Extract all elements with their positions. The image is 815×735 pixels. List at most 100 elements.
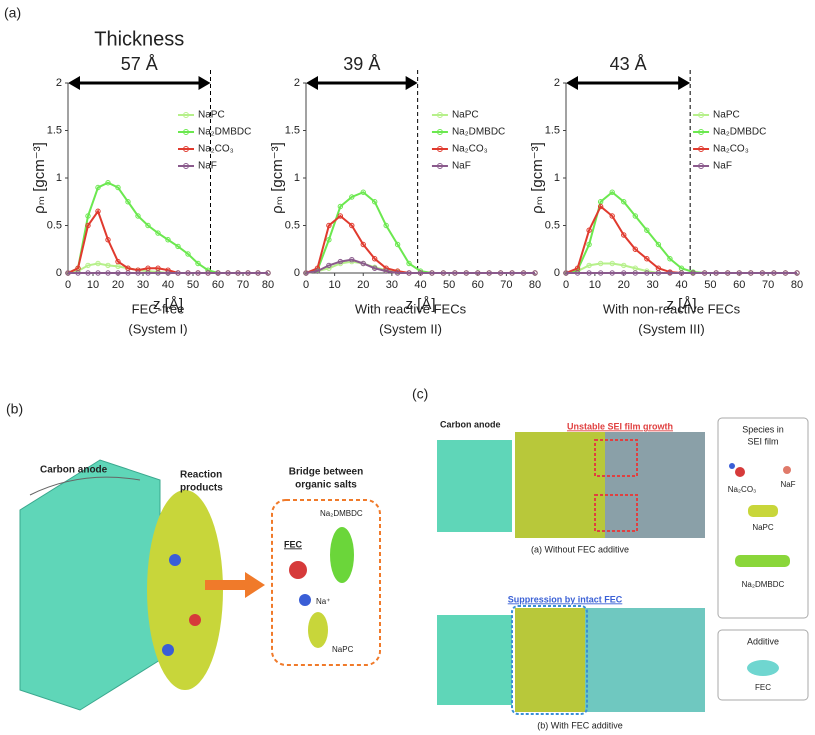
x-tick-label: 70: [237, 279, 249, 291]
point: [75, 270, 81, 276]
carbon-anode-block: [19, 459, 161, 711]
point: [497, 270, 504, 276]
legend-marker: [183, 146, 189, 152]
legend-marker: [436, 129, 443, 135]
icon: [783, 466, 791, 474]
caption: (System III): [638, 321, 704, 336]
label: organic salts: [295, 480, 357, 491]
panel-label: (b): [6, 401, 23, 417]
point: [245, 270, 251, 276]
legend-marker: [183, 112, 189, 118]
point: [586, 227, 592, 233]
point: [185, 270, 191, 276]
point: [125, 199, 131, 205]
icon: [735, 467, 745, 477]
label: (b) With FEC additive: [537, 720, 623, 730]
y-tick-label: 2: [56, 77, 62, 89]
point: [429, 270, 435, 276]
y-tick-label: 1.5: [285, 124, 300, 136]
point: [105, 262, 111, 269]
point: [609, 270, 615, 276]
label: SEI film: [747, 436, 778, 446]
point: [759, 270, 766, 276]
y-tick-label: 2: [554, 77, 560, 89]
x-tick-label: 30: [386, 279, 398, 291]
x-tick-label: 40: [675, 279, 687, 291]
point: [145, 222, 151, 229]
point: [235, 270, 241, 276]
x-axis-label: z [Å]: [153, 296, 183, 313]
bridge-box: [271, 499, 381, 666]
legend-label: Na₂DMBDC: [198, 127, 251, 138]
point: [303, 270, 309, 276]
point: [406, 260, 412, 267]
label: Species in: [742, 424, 784, 434]
point: [701, 270, 708, 276]
point: [349, 194, 355, 200]
legend-marker: [436, 146, 443, 152]
label: NaF: [780, 480, 795, 489]
point: [326, 237, 332, 243]
legend-marker: [183, 163, 189, 169]
annotation: 57 Å: [121, 54, 158, 74]
x-tick-label: 40: [162, 279, 174, 291]
point: [667, 256, 673, 262]
x-tick-label: 50: [187, 279, 199, 291]
point: [383, 268, 389, 274]
highlight: [594, 439, 638, 477]
point: [115, 184, 121, 191]
y-tick-label: 0.5: [47, 219, 62, 231]
legend-box: [717, 629, 809, 701]
highlight: [511, 605, 588, 715]
icon: [735, 555, 790, 567]
point: [486, 270, 492, 276]
icon: [747, 660, 779, 676]
point: [463, 270, 469, 276]
point: [736, 270, 742, 276]
atom: [189, 614, 201, 626]
x-tick-label: 70: [500, 279, 512, 291]
point: [586, 262, 592, 269]
point: [621, 270, 627, 276]
icon: [748, 505, 778, 517]
molecule: [330, 527, 354, 583]
arrow: [205, 572, 265, 598]
point: [185, 251, 191, 257]
point: [337, 203, 344, 210]
point: [690, 270, 696, 276]
label: products: [180, 483, 223, 494]
y-tick-label: 0.5: [285, 219, 300, 231]
legend-box: [717, 417, 809, 619]
x-tick-label: 0: [65, 279, 71, 291]
legend-marker: [436, 112, 443, 118]
point: [644, 227, 650, 233]
point: [509, 270, 515, 276]
legend-marker: [698, 129, 705, 135]
sei: [515, 432, 605, 538]
x-tick-label: 80: [791, 279, 803, 291]
y-tick-label: 1: [554, 172, 560, 184]
point: [794, 270, 800, 276]
point: [383, 222, 389, 229]
electrolyte: [585, 608, 705, 712]
x-tick-label: 0: [303, 279, 309, 291]
legend-marker: [436, 163, 443, 169]
point: [135, 213, 141, 219]
y-tick-label: 1: [294, 172, 300, 184]
atom: [162, 644, 174, 656]
x-tick-label: 50: [443, 279, 455, 291]
point: [394, 270, 401, 276]
point: [165, 237, 171, 243]
x-tick-label: 20: [357, 279, 369, 291]
point: [609, 213, 615, 219]
x-tick-label: 10: [329, 279, 341, 291]
y-axis-label: ρₘ [gcm⁻³]: [269, 142, 286, 214]
point: [597, 270, 604, 276]
x-axis-label: z [Å]: [666, 296, 696, 313]
point: [520, 270, 527, 276]
point: [337, 258, 344, 265]
point: [155, 230, 161, 236]
legend-label: Na₂DMBDC: [713, 127, 766, 138]
point: [632, 270, 638, 276]
caption: FEC-free: [132, 301, 185, 316]
